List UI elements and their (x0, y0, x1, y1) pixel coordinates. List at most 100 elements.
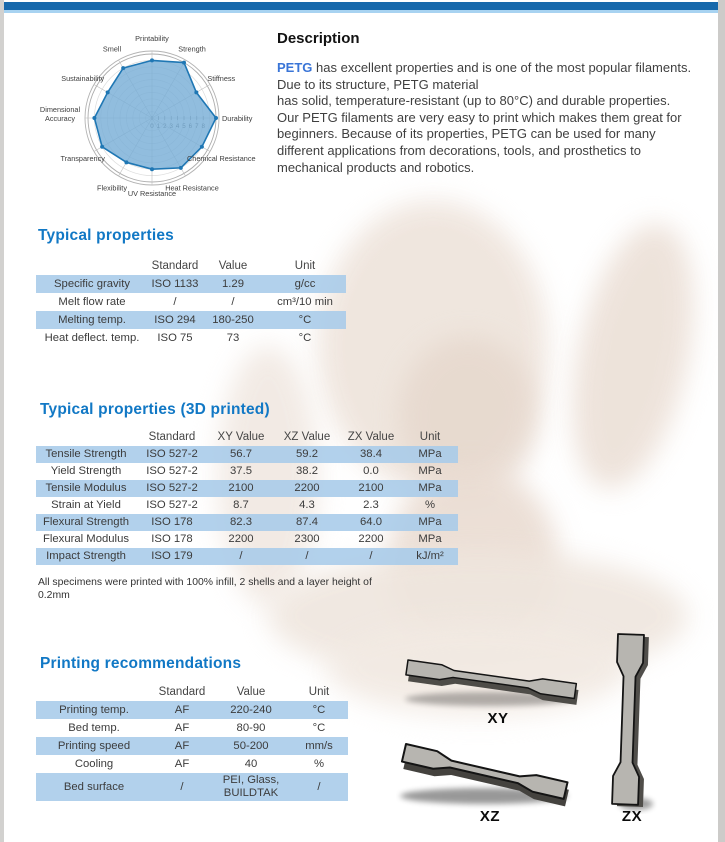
cell-value: ISO 527-2 (146, 465, 198, 478)
table-row: Specific gravity ISO 1133 1.29 g/cc (36, 275, 346, 293)
cell-value: °C (312, 703, 326, 716)
table-row: Bed temp. AF 80-90 °C (36, 719, 348, 737)
cell-value: 180-250 (212, 313, 254, 326)
cell-value: % (313, 757, 325, 770)
svg-text:Flexibility: Flexibility (97, 183, 127, 192)
cell-value: ISO 527-2 (146, 448, 198, 461)
cell-value: 82.3 (230, 516, 252, 529)
specimen-note-line2: 0.2mm (38, 589, 70, 601)
material-name: PETG (277, 60, 313, 75)
row-label: Melting temp. (58, 313, 126, 326)
svg-text:Sustainability: Sustainability (61, 74, 104, 83)
cell-value: / (369, 550, 373, 563)
cell-value: ISO 527-2 (146, 499, 198, 512)
row-label: Printing temp. (59, 703, 129, 716)
printing-recommendations-table: Standard Value Unit Printing temp. AF 220-240… (36, 683, 348, 801)
cell-value: kJ/m² (416, 550, 444, 563)
row-label: Strain at Yield (51, 499, 121, 512)
cell-value: 87.4 (296, 516, 318, 529)
typical-properties-table: Standard Value Unit Specific gravity ISO 113… (36, 257, 346, 347)
row-label: Flexural Strength (42, 516, 130, 529)
table-row: Printing temp. AF 220-240 °C (36, 701, 348, 719)
cell-value: 59.2 (296, 448, 318, 461)
cell-value: 37.5 (230, 465, 252, 478)
column-header: Standard (151, 259, 199, 272)
column-header: Unit (419, 431, 441, 444)
cell-value: / (180, 780, 184, 793)
row-label: Specific gravity (54, 277, 130, 290)
cell-value: / (239, 550, 243, 563)
radar-chart-svg: 012345678PrintabilityStrengthStiffnessDu… (40, 34, 256, 198)
svg-text:Smell: Smell (103, 45, 122, 54)
cell-value: 0.0 (363, 465, 379, 478)
description-section: Description PETG has excellent propertie… (277, 30, 695, 176)
svg-text:Strength: Strength (178, 45, 206, 54)
row-label: Yield Strength (50, 465, 122, 478)
cell-value: ISO 1133 (151, 277, 199, 290)
cell-value: 40 (244, 757, 258, 770)
page-edge-right (718, 0, 725, 842)
row-label: Bed surface (63, 780, 125, 793)
cell-value: MPa (418, 516, 442, 529)
cell-value: ISO 527-2 (146, 482, 198, 495)
cell-value: AF (174, 703, 190, 716)
tensile-specimen-zx-image (611, 633, 653, 810)
column-header: XY Value (217, 431, 265, 444)
cell-value: MPa (418, 448, 442, 461)
row-label: Bed temp. (68, 721, 120, 734)
material-properties-radar-chart: 012345678PrintabilityStrengthStiffnessDu… (28, 26, 280, 211)
cell-value: 2.3 (363, 499, 379, 512)
cell-value: 56.7 (230, 448, 252, 461)
column-header (36, 265, 148, 267)
svg-text:Durability: Durability (222, 114, 253, 123)
cell-value: °C (312, 721, 326, 734)
table-header-row: Standard Value Unit (36, 257, 346, 275)
cell-value: ISO 179 (151, 550, 193, 563)
specimen-label-zx: ZX (621, 808, 643, 825)
top-accent-line (4, 10, 718, 13)
printed-properties-heading: Typical properties (3D printed) (40, 401, 270, 418)
svg-text:Chemical Resistance: Chemical Resistance (187, 154, 256, 163)
specimen-note: All specimens were printed with 100% inf… (38, 577, 438, 602)
row-label: Printing speed (57, 739, 131, 752)
top-accent-bar (4, 2, 718, 10)
cell-value: ISO 178 (151, 516, 193, 529)
description-heading: Description (277, 30, 360, 47)
cell-value: MPa (418, 533, 442, 546)
column-header: Standard (158, 685, 206, 698)
cell-value: % (424, 499, 436, 512)
table-row: Yield Strength ISO 527-2 37.5 38.2 0.0 MPa (36, 463, 458, 480)
table-row: Impact Strength ISO 179 / / / kJ/m² (36, 548, 458, 565)
bust-hand-shape (551, 212, 715, 500)
column-header (36, 437, 136, 439)
row-label: Heat deflect. temp. (44, 331, 140, 344)
svg-text:Heat Resistance: Heat Resistance (165, 183, 219, 192)
row-label: Tensile Modulus (45, 482, 127, 495)
cell-value: °C (298, 331, 312, 344)
specimen-label-xy: XY (487, 710, 509, 727)
cell-value: / (305, 550, 309, 563)
table-row: Flexural Modulus ISO 178 2200 2300 2200 MPa (36, 531, 458, 548)
svg-text:UV Resistance: UV Resistance (128, 189, 176, 198)
cell-value: MPa (418, 465, 442, 478)
table-row: Melt flow rate / / cm³/10 min (36, 293, 346, 311)
cell-value: 4.3 (299, 499, 315, 512)
tensile-specimen-xy-image (405, 659, 579, 706)
svg-text:Printability: Printability (135, 34, 169, 43)
cell-value: 38.2 (296, 465, 318, 478)
cell-value: 1.29 (222, 277, 244, 290)
cell-value: PEI, Glass, BUILDTAK (222, 774, 280, 799)
cell-value: 8.7 (233, 499, 249, 512)
description-text-2: has solid, temperature-resistant (up to … (277, 93, 682, 175)
column-header: Value (218, 259, 248, 272)
cell-value: / (231, 295, 235, 308)
row-label: Cooling (74, 757, 114, 770)
cell-value: 2100 (228, 482, 254, 495)
row-label: Melt flow rate (58, 295, 126, 308)
cell-value: MPa (418, 482, 442, 495)
cell-value: mm/s (305, 739, 333, 752)
cell-value: / (173, 295, 177, 308)
row-label: Tensile Strength (45, 448, 127, 461)
